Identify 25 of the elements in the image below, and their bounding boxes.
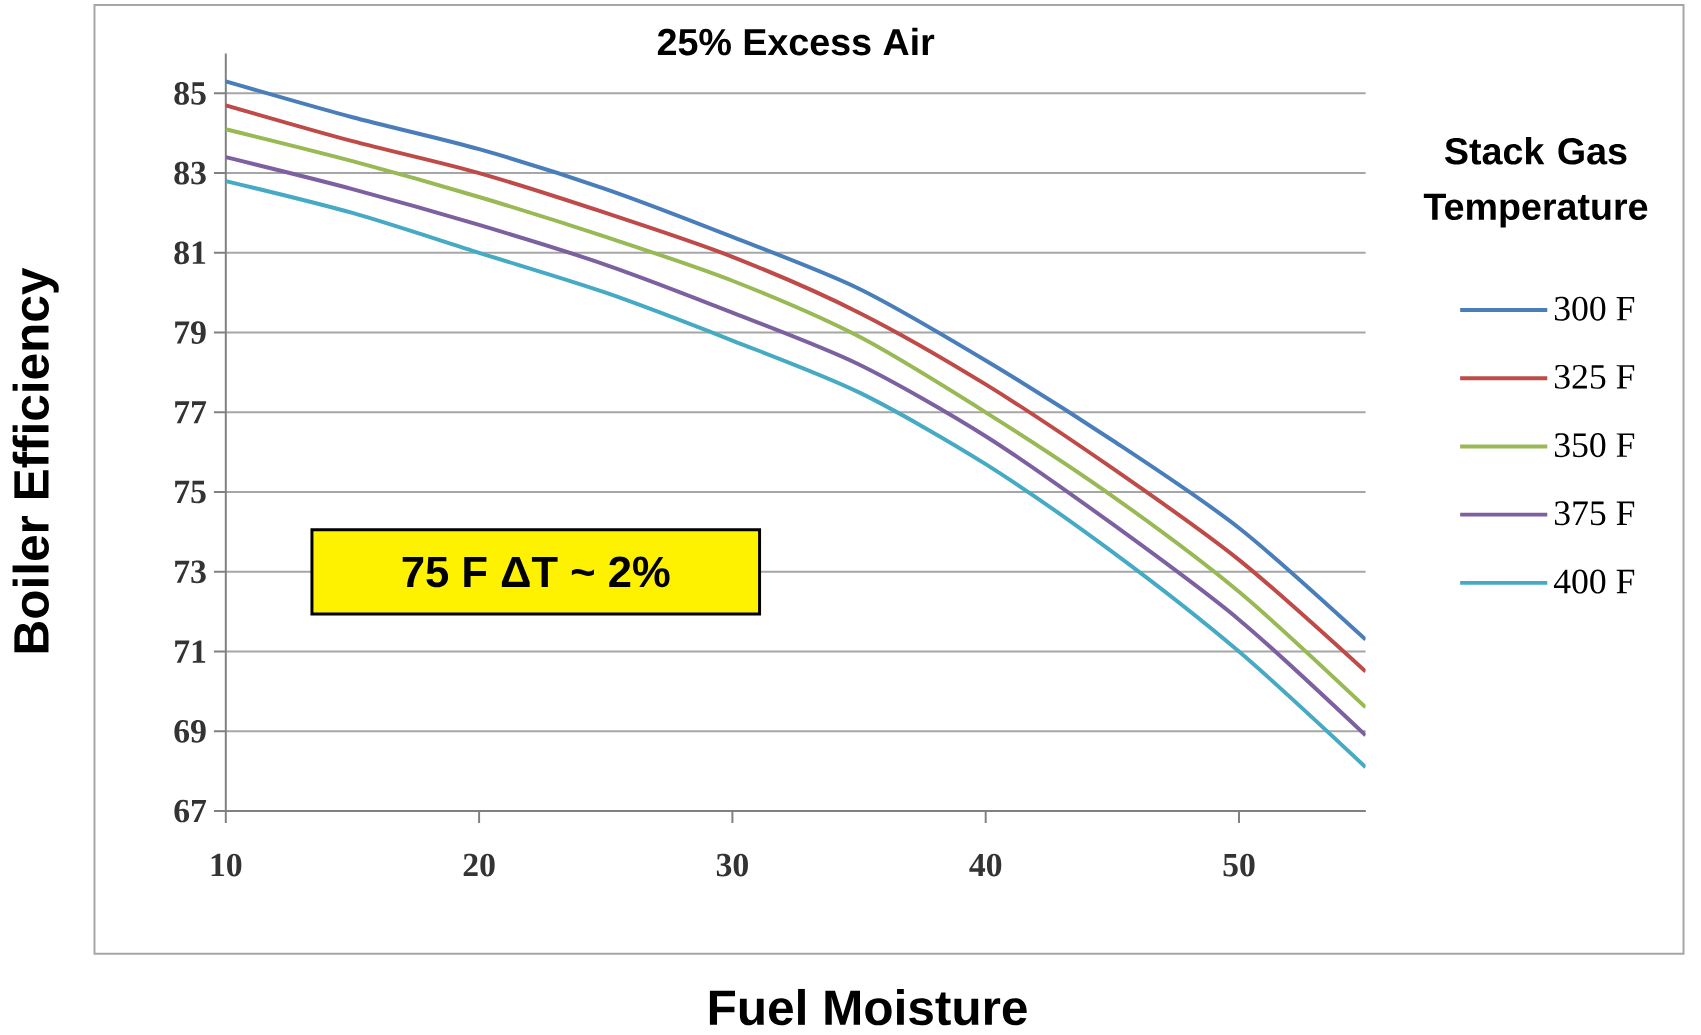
y-tick-label: 73: [175, 560, 206, 584]
y-tick-label: 71: [175, 640, 206, 663]
annotation: 75 F ΔT ~ 2%: [402, 556, 670, 588]
x-tick-label: 50: [1223, 853, 1255, 877]
legend-label: 400 F: [1553, 569, 1635, 594]
y-tick-label: 67: [174, 799, 207, 823]
y-tick-label: 83: [174, 161, 206, 185]
chart-title: 25% Excess Air: [657, 27, 935, 56]
y-tick-label: 77: [175, 401, 207, 424]
x-axis-title: Fuel Moisture: [709, 989, 1027, 1026]
y-tick-label: 79: [175, 321, 206, 344]
x-tick-label: 20: [463, 853, 495, 877]
legend-label: 350 F: [1554, 433, 1635, 458]
x-tick-label: 40: [969, 853, 1002, 877]
x-tick-label: 10: [211, 853, 242, 877]
y-tick-label: 85: [174, 82, 206, 105]
legend-title: Stack Gas Temperature: [1423, 137, 1648, 228]
legend-label: 375 F: [1554, 501, 1635, 526]
legend-label: 325 F: [1554, 364, 1635, 389]
y-tick-label: 81: [174, 241, 206, 265]
y-axis-title: Boiler Efficiency: [12, 267, 59, 653]
legend-label: 300 F: [1554, 296, 1635, 321]
x-tick-label: 30: [716, 853, 748, 877]
y-tick-label: 69: [174, 720, 206, 743]
y-tick-label: 75: [175, 480, 206, 504]
